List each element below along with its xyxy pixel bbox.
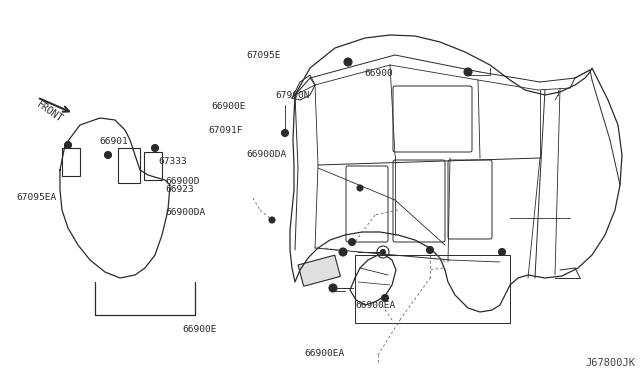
Text: 66900EA: 66900EA: [304, 349, 344, 358]
Circle shape: [426, 247, 433, 253]
Text: 66901: 66901: [99, 137, 128, 146]
Circle shape: [152, 144, 159, 151]
Circle shape: [339, 248, 347, 256]
Circle shape: [65, 141, 72, 148]
FancyBboxPatch shape: [346, 166, 388, 242]
Circle shape: [282, 129, 289, 137]
Circle shape: [357, 185, 363, 191]
Text: 67900N: 67900N: [275, 92, 310, 100]
Circle shape: [344, 58, 352, 66]
Bar: [118, 148, 140, 183]
Circle shape: [104, 151, 111, 158]
Bar: [355, 255, 510, 323]
FancyBboxPatch shape: [393, 160, 445, 242]
Text: 66900E: 66900E: [182, 325, 217, 334]
Bar: [298, 255, 340, 286]
Text: 67091F: 67091F: [208, 126, 243, 135]
FancyBboxPatch shape: [448, 160, 492, 239]
Circle shape: [269, 217, 275, 223]
Text: 66923: 66923: [165, 185, 194, 194]
Text: 66900: 66900: [365, 69, 394, 78]
FancyBboxPatch shape: [393, 86, 472, 152]
Text: 67095E: 67095E: [246, 51, 281, 60]
Text: J67800JK: J67800JK: [585, 358, 635, 368]
Circle shape: [381, 250, 385, 254]
Text: 66900E: 66900E: [211, 102, 246, 110]
Text: 66900DA: 66900DA: [165, 208, 205, 217]
Text: 66900EA: 66900EA: [355, 301, 396, 310]
Circle shape: [349, 238, 355, 246]
Circle shape: [464, 68, 472, 76]
Text: 66900DA: 66900DA: [246, 150, 287, 159]
Text: 67333: 67333: [159, 157, 188, 166]
Text: 67095EA: 67095EA: [16, 193, 56, 202]
Text: FRONT: FRONT: [35, 99, 65, 125]
Circle shape: [381, 295, 388, 301]
Circle shape: [499, 248, 506, 256]
Circle shape: [329, 284, 337, 292]
Bar: [62, 148, 80, 176]
Bar: [144, 152, 162, 180]
Text: 66900D: 66900D: [165, 177, 200, 186]
